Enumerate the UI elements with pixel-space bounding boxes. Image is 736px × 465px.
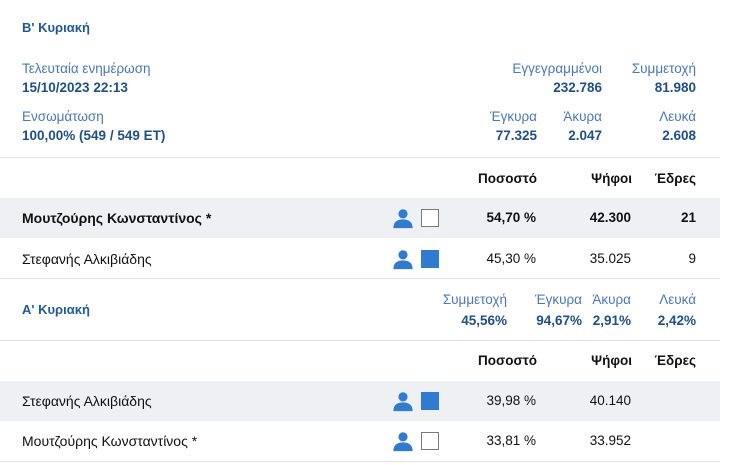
person-icon (393, 250, 413, 270)
candidate-votes: 40.140 (589, 393, 631, 408)
column-header-votes: Ψήφοι (591, 353, 632, 368)
blank-value: 2.608 (662, 128, 696, 143)
column-header-percent: Ποσοστό (478, 171, 537, 186)
candidate-percent: 45,30 % (486, 251, 536, 266)
round1-invalid-value: 2,91% (592, 313, 631, 328)
candidate-seats: 9 (688, 251, 696, 266)
candidate-votes: 35.025 (589, 251, 631, 266)
column-header-percent: Ποσοστό (478, 353, 537, 368)
candidate-color-swatch (421, 392, 439, 410)
turnout-label: Συμμετοχή (631, 61, 696, 76)
person-icon (393, 432, 413, 452)
last-update-value: 15/10/2023 22:13 (22, 80, 128, 95)
invalid-label: Άκυρα (563, 109, 602, 124)
divider (0, 157, 720, 158)
round1-valid-value: 94,67% (536, 313, 582, 328)
candidate-name: Μουτζούρης Κωνσταντίνος * (22, 433, 198, 449)
round2-title: Β' Κυριακή (22, 20, 90, 35)
round1-title: Α' Κυριακή (22, 302, 90, 317)
turnout-value: 81.980 (654, 80, 696, 95)
registered-label: Εγγεγραμμένοι (512, 61, 602, 76)
round1-invalid-label: Άκυρα (592, 292, 631, 307)
divider (0, 340, 720, 341)
registered-value: 232.786 (553, 80, 602, 95)
candidate-percent: 54,70 % (486, 210, 536, 225)
divider (0, 278, 720, 279)
table-row: Στεφανής Αλκιβιάδης 39,98 % 40.140 (0, 381, 720, 421)
person-icon (393, 392, 413, 412)
table-row: Μουτζούρης Κωνσταντίνος * 54,70 % 42.300… (0, 198, 720, 238)
divider (0, 461, 720, 462)
candidate-name: Στεφανής Αλκιβιάδης (22, 251, 152, 267)
round1-blank-value: 2,42% (657, 313, 696, 328)
blank-label: Λευκά (659, 109, 696, 124)
candidate-color-swatch (421, 250, 439, 268)
candidate-percent: 33,81 % (486, 433, 536, 448)
column-header-seats: Έδρες (654, 171, 696, 186)
candidate-color-swatch (421, 432, 439, 450)
invalid-value: 2.047 (568, 128, 602, 143)
candidate-color-swatch (421, 209, 439, 227)
last-update-label: Τελευταία ενημέρωση (22, 61, 151, 76)
table-row: Μουτζούρης Κωνσταντίνος * 33,81 % 33.952 (0, 421, 720, 461)
valid-value: 77.325 (495, 128, 537, 143)
candidate-votes: 33.952 (589, 433, 631, 448)
column-header-votes: Ψήφοι (591, 171, 632, 186)
round1-valid-label: Έγκυρα (535, 292, 582, 307)
valid-label: Έγκυρα (490, 109, 537, 124)
incorporation-value: 100,00% (549 / 549 ΕΤ) (22, 128, 166, 143)
round1-turnout-label: Συμμετοχή (442, 292, 507, 307)
table-row: Στεφανής Αλκιβιάδης 45,30 % 35.025 9 (0, 238, 720, 278)
column-header-seats: Έδρες (654, 353, 696, 368)
candidate-seats: 21 (680, 210, 696, 225)
incorporation-label: Ενσωμάτωση (22, 109, 104, 124)
candidate-votes: 42.300 (589, 210, 631, 225)
candidate-name: Στεφανής Αλκιβιάδης (22, 393, 152, 409)
candidate-name: Μουτζούρης Κωνσταντίνος * (22, 210, 212, 226)
round1-turnout-value: 45,56% (461, 313, 507, 328)
round1-blank-label: Λευκά (659, 292, 696, 307)
person-icon (393, 209, 413, 229)
candidate-percent: 39,98 % (486, 393, 536, 408)
